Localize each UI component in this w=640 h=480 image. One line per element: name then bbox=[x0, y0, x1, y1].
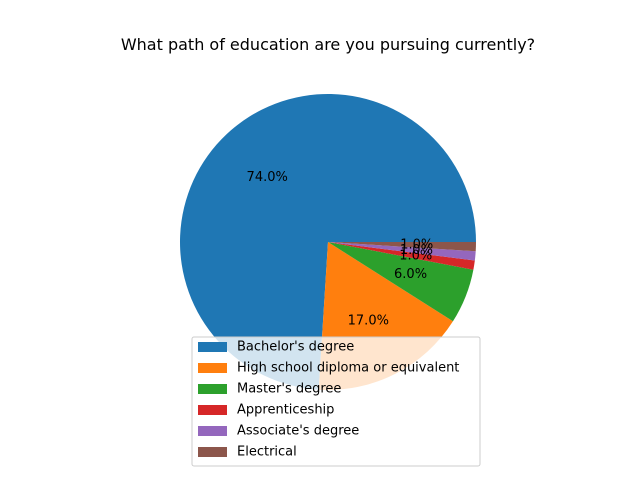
pie-slice-label-electrical: 1.0% bbox=[400, 237, 433, 252]
legend-swatch-master-s-degree bbox=[198, 384, 227, 394]
legend-items: Bachelor's degree High school diploma or … bbox=[198, 340, 459, 460]
pie-slice-labels: 74.0% 17.0% 6.0% 1.0%1.0%1.0% bbox=[247, 170, 434, 329]
legend-swatch-electrical bbox=[198, 447, 227, 457]
legend-label-bachelor-s-degree: Bachelor's degree bbox=[237, 340, 354, 355]
pie-slice-electrical bbox=[328, 242, 476, 252]
legend-swatch-associate-s-degree bbox=[198, 426, 227, 436]
legend: Bachelor's degree High school diploma or … bbox=[191, 336, 481, 467]
legend-label-master-s-degree: Master's degree bbox=[237, 382, 341, 397]
legend-frame bbox=[191, 336, 481, 467]
pie-slice-label-master-s-degree: 6.0% bbox=[394, 267, 427, 282]
legend-label-associate-s-degree: Associate's degree bbox=[237, 424, 359, 439]
pie-slice-bachelor-s-degree bbox=[180, 94, 476, 390]
pie-slice-apprenticeship bbox=[328, 242, 475, 270]
legend-label-electrical: Electrical bbox=[237, 445, 297, 460]
pie-slice-label-bachelor-s-degree: 74.0% bbox=[247, 170, 288, 185]
pie-slice-label-associate-s-degree: 1.0% bbox=[400, 243, 433, 258]
pie-slice-associate-s-degree bbox=[328, 242, 476, 261]
legend-label-apprenticeship: Apprenticeship bbox=[237, 403, 334, 418]
pie-slice-master-s-degree bbox=[328, 242, 474, 322]
legend-swatch-apprenticeship bbox=[198, 405, 227, 415]
pie-slice-label-apprenticeship: 1.0% bbox=[399, 248, 432, 263]
legend-swatch-bachelor-s-degree bbox=[198, 342, 227, 352]
legend-swatch-high-school-diploma-or-equivalent bbox=[198, 363, 227, 373]
legend-label-high-school-diploma-or-equivalent: High school diploma or equivalent bbox=[237, 361, 459, 376]
pie-slice-label-high-school-diploma-or-equivalent: 17.0% bbox=[348, 314, 389, 329]
chart-title: What path of education are you pursuing … bbox=[121, 35, 535, 54]
